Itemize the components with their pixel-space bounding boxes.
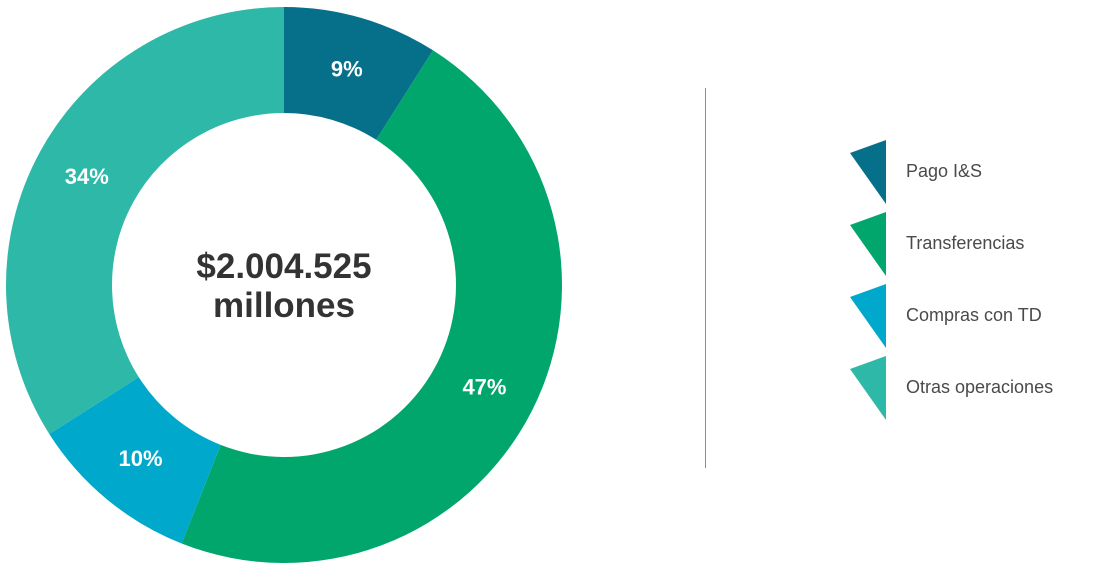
legend-swatch: [850, 140, 886, 204]
legend-label: Otras operaciones: [906, 377, 1054, 397]
legend-label: Pago I&S: [906, 161, 983, 181]
slice-transferencias: [181, 50, 562, 563]
slice-label: 47%: [462, 375, 506, 400]
legend-swatch: [850, 356, 886, 420]
slice-label: 34%: [65, 164, 109, 189]
slice-label: 10%: [119, 446, 163, 471]
divider: [705, 88, 706, 468]
legend-swatch: [850, 212, 886, 276]
legend-label: Compras con TD: [906, 305, 1042, 325]
slice-pago-i-s: [284, 7, 433, 140]
center-unit: millones: [213, 286, 355, 325]
legend-swatch: [850, 284, 886, 348]
center-total: $2.004.525: [196, 247, 371, 286]
slice-label: 9%: [331, 56, 363, 81]
legend-label: Transferencias: [906, 233, 1025, 253]
slice-compras-con-td: [49, 377, 221, 544]
slice-otras-operaciones: [6, 7, 285, 434]
